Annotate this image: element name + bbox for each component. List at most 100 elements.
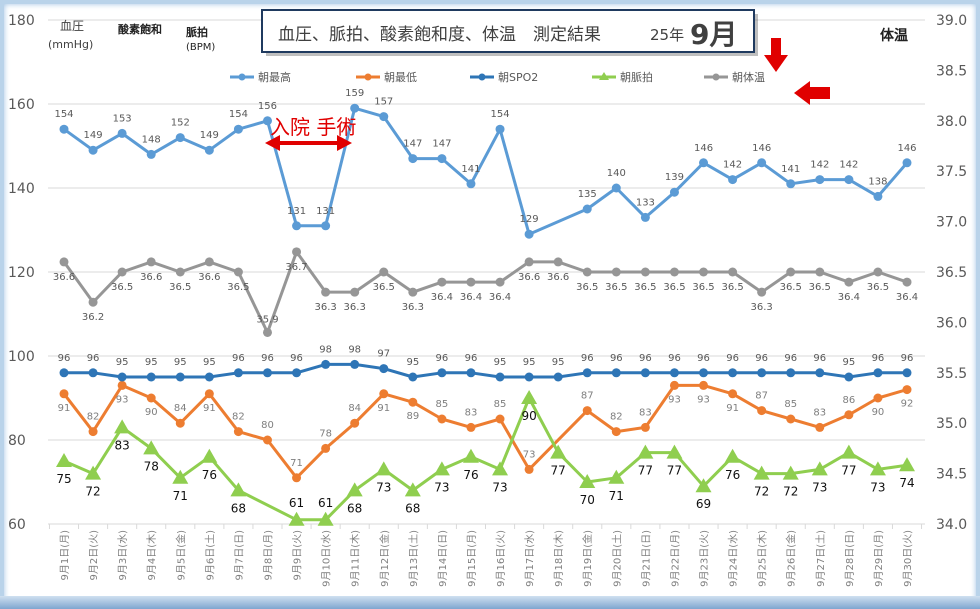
data-label: 146 [694,143,713,154]
data-label: 35.9 [256,314,278,325]
legend-label: 朝最低 [384,71,417,84]
data-label: 92 [901,399,914,410]
x-tick-label: 9月1日(月) [59,530,71,581]
data-label: 36.6 [140,272,162,283]
data-point [292,473,302,483]
legend-item[interactable]: 朝最低 [356,71,417,84]
data-label: 96 [901,353,914,364]
data-label: 95 [406,357,419,368]
legend-item[interactable]: 朝体温 [704,70,765,84]
data-label: 36.4 [838,292,860,303]
data-label: 129 [520,214,539,225]
data-point [492,461,509,476]
data-label: 156 [258,101,277,112]
data-point [233,368,243,378]
data-point [844,410,854,420]
data-point [204,257,214,267]
data-label: 95 [842,357,855,368]
pulse-axis-unit: (BPM) [186,42,215,53]
data-point [844,277,854,287]
legend-item[interactable]: 朝脈拍 [592,70,653,84]
data-point [262,435,272,445]
data-label: 36.7 [285,262,307,273]
data-label: 36.5 [780,282,802,293]
data-label: 82 [610,412,623,423]
data-point [462,448,479,463]
data-point [321,443,331,453]
data-label: 96 [755,353,768,364]
x-tick-label: 9月6日(土) [203,530,216,581]
data-label: 82 [232,412,245,423]
y2-tick-label: 34.0 [936,517,967,533]
data-point [88,145,98,155]
y2-tick-label: 34.5 [936,467,967,483]
data-label: 93 [116,394,129,405]
x-tick-label: 9月4日(木) [146,530,158,581]
data-label: 72 [85,485,100,499]
data-label: 91 [203,403,216,414]
legend-label: 朝SPO2 [498,71,538,84]
data-label: 90 [872,407,885,418]
data-point [728,267,738,277]
data-point [553,372,563,382]
data-label: 78 [144,459,159,473]
temp-axis-label: 体温 [880,27,908,44]
data-point [640,212,650,222]
data-point [728,368,738,378]
hospitalization-annotation: 入院 手術 [270,115,356,139]
legend-item[interactable]: 朝SPO2 [470,71,538,84]
data-label: 96 [784,353,797,364]
data-point [408,287,418,297]
legend-marker [712,73,720,81]
data-label: 36.6 [547,272,569,283]
data-point [288,511,305,526]
data-point [146,257,156,267]
data-point [88,427,98,437]
data-point [524,464,534,474]
data-label: 83 [813,407,826,418]
data-point [873,368,883,378]
data-label: 96 [87,353,100,364]
title-box: 血圧、脈拍、酸素飽和度、体温 測定結果 25年 9月 [261,9,758,56]
y2-tick-label: 35.0 [936,416,967,432]
data-point [466,277,476,287]
data-point [437,154,447,164]
legend-item[interactable]: 朝最高 [230,70,291,84]
data-point [233,427,243,437]
data-point [899,457,915,472]
data-label: 87 [755,391,768,402]
data-point [117,380,127,390]
y-tick-label: 180 [8,13,35,29]
data-point [728,389,738,399]
data-label: 68 [231,501,246,515]
x-tick-label: 9月15日(月) [466,530,478,587]
data-label: 36.5 [111,282,133,293]
series-1: 91 82 93 90 84 91 82 80 71 78 84 91 89 85 83 85 73 87 82 83… [58,380,914,483]
y2-tick-label: 36.0 [936,315,967,331]
x-tick-label: 9月17日(水) [524,530,536,587]
data-point [582,368,592,378]
data-point [175,418,185,428]
data-label: 77 [667,464,682,478]
data-point [869,461,886,476]
data-point [262,327,272,337]
data-point [521,390,538,404]
series-4: 36.6 36.2 36.5 36.6 36.5 36.6 36.5 35.9 36.7 36.3… [53,247,918,337]
x-tick-label: 9月2日(火) [88,530,100,581]
series-line [62,250,908,334]
data-point [695,478,712,493]
series-0: 154 149 153 148 152 149 154 156 131 131 159 157 147 1… [54,88,917,239]
data-label: 36.5 [663,282,685,293]
legend-label: 朝最高 [258,70,291,84]
title-month: 9月 [690,18,737,51]
data-point [466,368,476,378]
data-label: 36.3 [314,302,336,313]
data-label: 36.4 [460,292,482,303]
data-label: 97 [377,349,390,360]
data-point [117,372,127,382]
data-label: 83 [639,407,652,418]
data-point [408,154,418,164]
data-label: 157 [374,97,393,108]
data-label: 142 [723,160,742,171]
